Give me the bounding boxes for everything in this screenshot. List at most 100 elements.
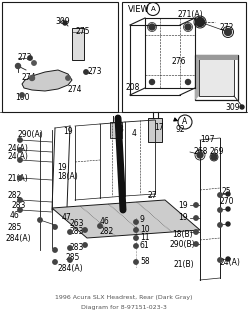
- Text: 273: 273: [88, 68, 102, 76]
- Bar: [148, 118, 162, 142]
- Text: 9: 9: [140, 215, 145, 225]
- Text: 19: 19: [63, 127, 73, 137]
- Circle shape: [134, 228, 138, 232]
- Circle shape: [83, 243, 87, 247]
- Text: 19: 19: [178, 213, 188, 222]
- Circle shape: [28, 56, 32, 60]
- Circle shape: [226, 222, 230, 226]
- Text: 282: 282: [100, 227, 114, 236]
- Text: 208: 208: [126, 84, 140, 92]
- Circle shape: [18, 208, 22, 212]
- Text: 284(A): 284(A): [5, 234, 31, 243]
- Text: 100: 100: [15, 92, 30, 101]
- Circle shape: [224, 28, 231, 36]
- Circle shape: [53, 248, 57, 252]
- Circle shape: [53, 225, 57, 229]
- Circle shape: [18, 148, 22, 152]
- Circle shape: [134, 244, 138, 248]
- Circle shape: [98, 224, 102, 228]
- Text: 21(B): 21(B): [173, 260, 194, 269]
- Circle shape: [194, 242, 198, 246]
- Circle shape: [18, 138, 22, 142]
- Text: 309: 309: [55, 18, 70, 27]
- Circle shape: [38, 218, 42, 222]
- Circle shape: [218, 223, 222, 227]
- Text: 24(A): 24(A): [8, 143, 29, 153]
- Circle shape: [30, 76, 34, 81]
- Text: 290(B): 290(B): [170, 239, 196, 249]
- Text: 46: 46: [100, 218, 110, 227]
- Circle shape: [134, 236, 138, 240]
- Text: A: A: [182, 117, 188, 126]
- Text: 58: 58: [140, 258, 150, 267]
- Circle shape: [63, 21, 67, 25]
- Circle shape: [32, 61, 36, 65]
- Circle shape: [68, 230, 72, 234]
- Text: 284(A): 284(A): [58, 263, 84, 273]
- Polygon shape: [195, 55, 199, 100]
- Text: 19: 19: [178, 201, 188, 210]
- Circle shape: [194, 203, 198, 207]
- Text: 197: 197: [200, 135, 215, 145]
- Text: 21(A): 21(A): [8, 173, 29, 182]
- Text: 10: 10: [140, 225, 150, 234]
- Circle shape: [84, 70, 88, 74]
- Circle shape: [197, 152, 203, 158]
- Text: 1996 Acura SLX Headrest, Rear (Dark Gray): 1996 Acura SLX Headrest, Rear (Dark Gray…: [55, 295, 193, 300]
- Text: 269: 269: [210, 148, 224, 156]
- Text: 271(A): 271(A): [178, 10, 204, 19]
- Text: 24(A): 24(A): [220, 258, 241, 267]
- Text: 18(A): 18(A): [57, 172, 78, 180]
- Text: 273: 273: [18, 53, 32, 62]
- Circle shape: [15, 63, 21, 68]
- Text: 290(A): 290(A): [18, 130, 44, 139]
- Circle shape: [226, 207, 230, 211]
- Circle shape: [211, 154, 217, 160]
- Text: 4: 4: [132, 130, 137, 139]
- Bar: [195, 55, 238, 100]
- Bar: [72, 28, 84, 60]
- Text: 25: 25: [222, 188, 232, 196]
- Circle shape: [68, 246, 72, 250]
- Circle shape: [66, 76, 70, 80]
- Text: 27: 27: [148, 191, 158, 201]
- Bar: [122, 2, 246, 112]
- Circle shape: [226, 192, 230, 196]
- Circle shape: [134, 220, 138, 224]
- Text: 285: 285: [65, 253, 79, 262]
- Text: 272: 272: [220, 23, 234, 33]
- Circle shape: [194, 230, 198, 234]
- Circle shape: [18, 176, 22, 180]
- Text: 285: 285: [8, 223, 22, 233]
- Text: 274: 274: [67, 85, 82, 94]
- Text: VIEW: VIEW: [128, 4, 150, 13]
- Text: 270: 270: [220, 196, 235, 205]
- Text: 283: 283: [12, 202, 26, 211]
- Polygon shape: [52, 200, 200, 238]
- Circle shape: [185, 24, 191, 30]
- Text: 309: 309: [225, 102, 240, 111]
- Circle shape: [194, 216, 198, 220]
- Circle shape: [150, 79, 155, 84]
- Text: 263: 263: [70, 220, 85, 228]
- Text: 276: 276: [172, 58, 186, 67]
- Circle shape: [18, 158, 22, 162]
- Circle shape: [149, 24, 155, 30]
- Circle shape: [218, 208, 222, 212]
- Text: 61: 61: [140, 242, 150, 251]
- Text: 275: 275: [75, 28, 90, 36]
- Circle shape: [240, 105, 244, 109]
- Bar: [2, 2, 118, 112]
- Text: 283: 283: [70, 244, 84, 252]
- Circle shape: [195, 18, 205, 27]
- Circle shape: [218, 193, 222, 197]
- Circle shape: [18, 198, 22, 202]
- Text: 24(A): 24(A): [8, 153, 29, 162]
- Text: 92: 92: [176, 125, 186, 134]
- Text: 282: 282: [8, 191, 22, 201]
- Circle shape: [134, 260, 138, 264]
- Text: 17: 17: [154, 124, 164, 132]
- Text: A: A: [151, 6, 155, 12]
- Polygon shape: [195, 55, 238, 60]
- Circle shape: [68, 258, 72, 262]
